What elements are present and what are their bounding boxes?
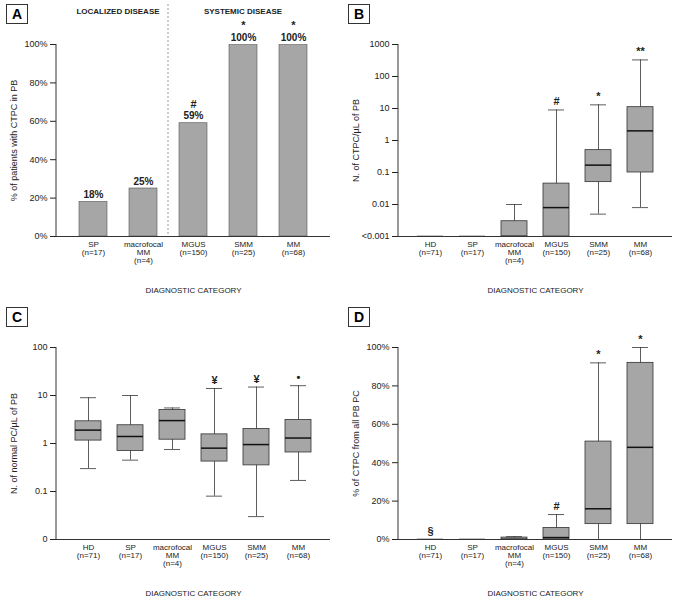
- svg-text:100: 100: [32, 342, 47, 352]
- svg-text:macrofocalMM(n=4): macrofocalMM(n=4): [153, 543, 192, 568]
- svg-text:% of CTPC from all PB PC: % of CTPC from all PB PC: [351, 390, 361, 497]
- svg-text:10: 10: [379, 103, 389, 113]
- svg-text:100%: 100%: [366, 342, 389, 352]
- svg-text:0.01: 0.01: [372, 199, 390, 209]
- html-text:C: C: [12, 309, 23, 325]
- svg-text:HD(n=71): HD(n=71): [419, 543, 443, 560]
- svg-text:1: 1: [42, 438, 47, 448]
- svg-text:macrofocalMM(n=4): macrofocalMM(n=4): [495, 240, 534, 265]
- svg-text:% of patients with CTPC in PB: % of patients with CTPC in PB: [9, 80, 19, 202]
- svg-text:#: #: [553, 500, 559, 512]
- svg-text:MM(n=68): MM(n=68): [629, 543, 653, 560]
- svg-text:100%: 100%: [24, 39, 47, 49]
- svg-text:SMM(n=25): SMM(n=25): [245, 543, 269, 560]
- svg-text:N. of CTPC/µL of PB: N. of CTPC/µL of PB: [351, 99, 361, 182]
- svg-text:25%: 25%: [133, 176, 153, 187]
- svg-text:#: #: [190, 98, 196, 110]
- svg-text:18%: 18%: [83, 189, 103, 200]
- svg-text:*: *: [596, 348, 601, 360]
- svg-text:#: #: [553, 95, 559, 107]
- svg-text:HD(n=71): HD(n=71): [77, 543, 101, 560]
- svg-text:*: *: [291, 19, 296, 31]
- svg-text:SMM(n=25): SMM(n=25): [587, 543, 611, 560]
- svg-text:*: *: [241, 19, 246, 31]
- svg-text:1: 1: [384, 135, 389, 145]
- svg-text:MM(n=68): MM(n=68): [282, 240, 306, 257]
- svg-text:0: 0: [42, 534, 47, 544]
- html-text:D: D: [354, 309, 365, 325]
- svg-text:MM(n=68): MM(n=68): [287, 543, 311, 560]
- svg-text:DIAGNOSTIC CATEGORY: DIAGNOSTIC CATEGORY: [145, 589, 242, 598]
- svg-text:DIAGNOSTIC CATEGORY: DIAGNOSTIC CATEGORY: [487, 589, 584, 598]
- svg-text:MGUS(n=150): MGUS(n=150): [543, 543, 571, 560]
- svg-text:•: •: [297, 371, 301, 383]
- svg-text:SP(n=17): SP(n=17): [461, 240, 485, 257]
- svg-text:MM(n=68): MM(n=68): [629, 240, 653, 257]
- svg-text:**: **: [636, 45, 645, 57]
- svg-text:0.1: 0.1: [35, 486, 48, 496]
- svg-text:SMM(n=25): SMM(n=25): [232, 240, 256, 257]
- html-text:A: A: [12, 6, 23, 22]
- svg-text:*: *: [638, 333, 643, 345]
- svg-text:100: 100: [374, 71, 389, 81]
- svg-text:MGUS(n=150): MGUS(n=150): [180, 240, 208, 257]
- svg-text:SP(n=17): SP(n=17): [461, 543, 485, 560]
- svg-text:DIAGNOSTIC CATEGORY: DIAGNOSTIC CATEGORY: [487, 286, 584, 295]
- svg-text:MGUS(n=150): MGUS(n=150): [543, 240, 571, 257]
- svg-text:<0.001: <0.001: [362, 231, 390, 241]
- svg-text:HD(n=71): HD(n=71): [419, 240, 443, 257]
- svg-text:LOCALIZED DISEASE: LOCALIZED DISEASE: [76, 7, 160, 16]
- svg-text:macrofocalMM(n=4): macrofocalMM(n=4): [124, 240, 163, 265]
- svg-text:¥: ¥: [253, 373, 260, 385]
- svg-text:N. of normal PC/µL of PB: N. of normal PC/µL of PB: [9, 393, 19, 494]
- html-text:B: B: [354, 6, 365, 22]
- svg-text:SP(n=17): SP(n=17): [82, 240, 106, 257]
- svg-text:§: §: [427, 525, 433, 537]
- svg-text:20%: 20%: [371, 496, 389, 506]
- svg-text:*: *: [596, 90, 601, 102]
- svg-text:80%: 80%: [29, 78, 47, 88]
- svg-text:40%: 40%: [29, 155, 47, 165]
- svg-text:MGUS(n=150): MGUS(n=150): [201, 543, 229, 560]
- svg-text:SMM(n=25): SMM(n=25): [587, 240, 611, 257]
- svg-text:DIAGNOSTIC CATEGORY: DIAGNOSTIC CATEGORY: [145, 286, 242, 295]
- svg-text:0.1: 0.1: [377, 167, 390, 177]
- svg-text:0%: 0%: [34, 231, 47, 241]
- svg-text:20%: 20%: [29, 193, 47, 203]
- svg-text:SYSTEMIC DISEASE: SYSTEMIC DISEASE: [204, 7, 283, 16]
- svg-text:60%: 60%: [371, 419, 389, 429]
- svg-text:0%: 0%: [376, 534, 389, 544]
- svg-text:¥: ¥: [211, 374, 218, 386]
- svg-text:100%: 100%: [231, 32, 257, 43]
- svg-text:SP(n=17): SP(n=17): [119, 543, 143, 560]
- svg-text:10: 10: [37, 390, 47, 400]
- svg-text:100%: 100%: [281, 32, 307, 43]
- svg-text:59%: 59%: [183, 110, 203, 121]
- svg-text:40%: 40%: [371, 458, 389, 468]
- svg-text:1000: 1000: [369, 39, 389, 49]
- svg-text:macrofocalMM(n=4): macrofocalMM(n=4): [495, 543, 534, 568]
- svg-text:60%: 60%: [29, 116, 47, 126]
- svg-text:80%: 80%: [371, 381, 389, 391]
